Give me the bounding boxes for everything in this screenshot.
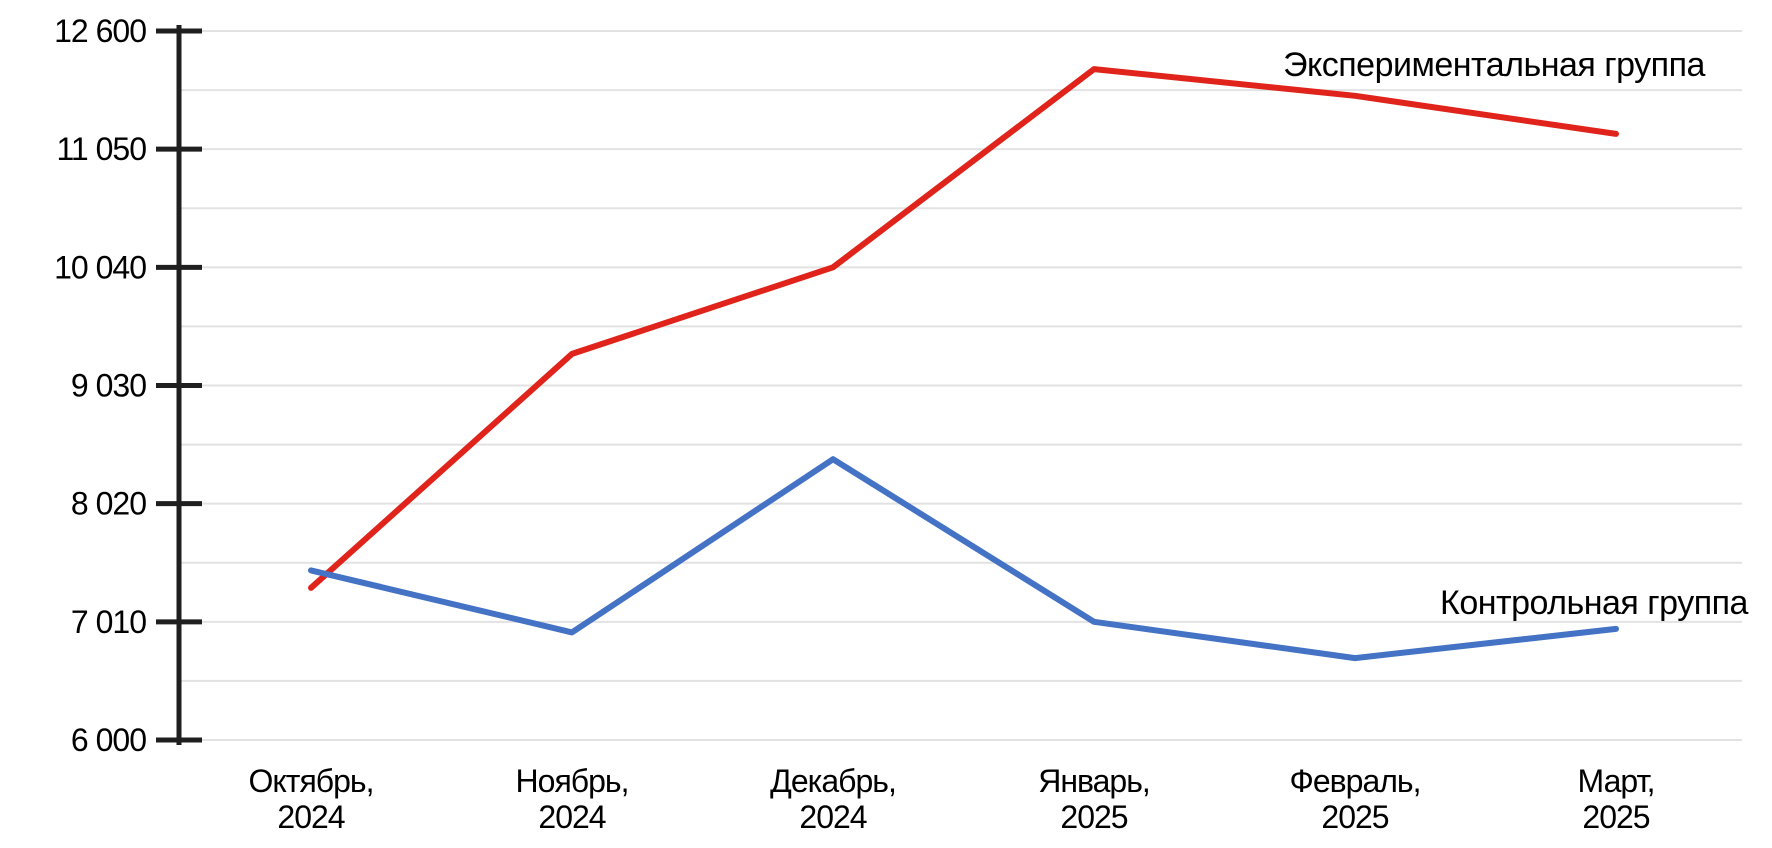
series-lines-group — [308, 66, 1619, 662]
control-series-label: Контрольная группа — [1440, 584, 1748, 622]
experimental-series-line — [308, 66, 1619, 591]
gridlines-group — [181, 30, 1742, 741]
y-tick-label: 12 600 — [54, 13, 146, 49]
x-tick-label: Февраль, 2025 — [1290, 763, 1421, 835]
x-tick-label: Октябрь, 2024 — [249, 763, 374, 835]
y-tick-label: 8 020 — [71, 486, 146, 522]
x-tick-labels-group: Октябрь, 2024 Ноябрь, 2024 Декабрь, 2024 Январ… — [249, 763, 1656, 835]
y-tick-label: 7 010 — [71, 604, 146, 640]
experimental-series-label: Экспериментальная группа — [1283, 46, 1705, 84]
y-tick-label: 10 040 — [54, 249, 146, 285]
y-tick-label: 9 030 — [71, 368, 146, 404]
x-tick-label: Март, 2025 — [1578, 763, 1655, 835]
y-axis-group — [156, 25, 202, 745]
x-tick-label: Январь, 2025 — [1038, 763, 1150, 835]
x-tick-label: Ноябрь, 2024 — [516, 763, 629, 835]
y-tick-label: 6 000 — [71, 722, 146, 758]
y-tick-labels-group: 12 600 11 050 10 040 9 030 8 020 7 010 6 000 — [54, 13, 147, 758]
x-tick-label: Декабрь, 2024 — [770, 763, 896, 835]
y-tick-label: 11 050 — [57, 131, 147, 167]
control-series-line — [308, 456, 1619, 662]
